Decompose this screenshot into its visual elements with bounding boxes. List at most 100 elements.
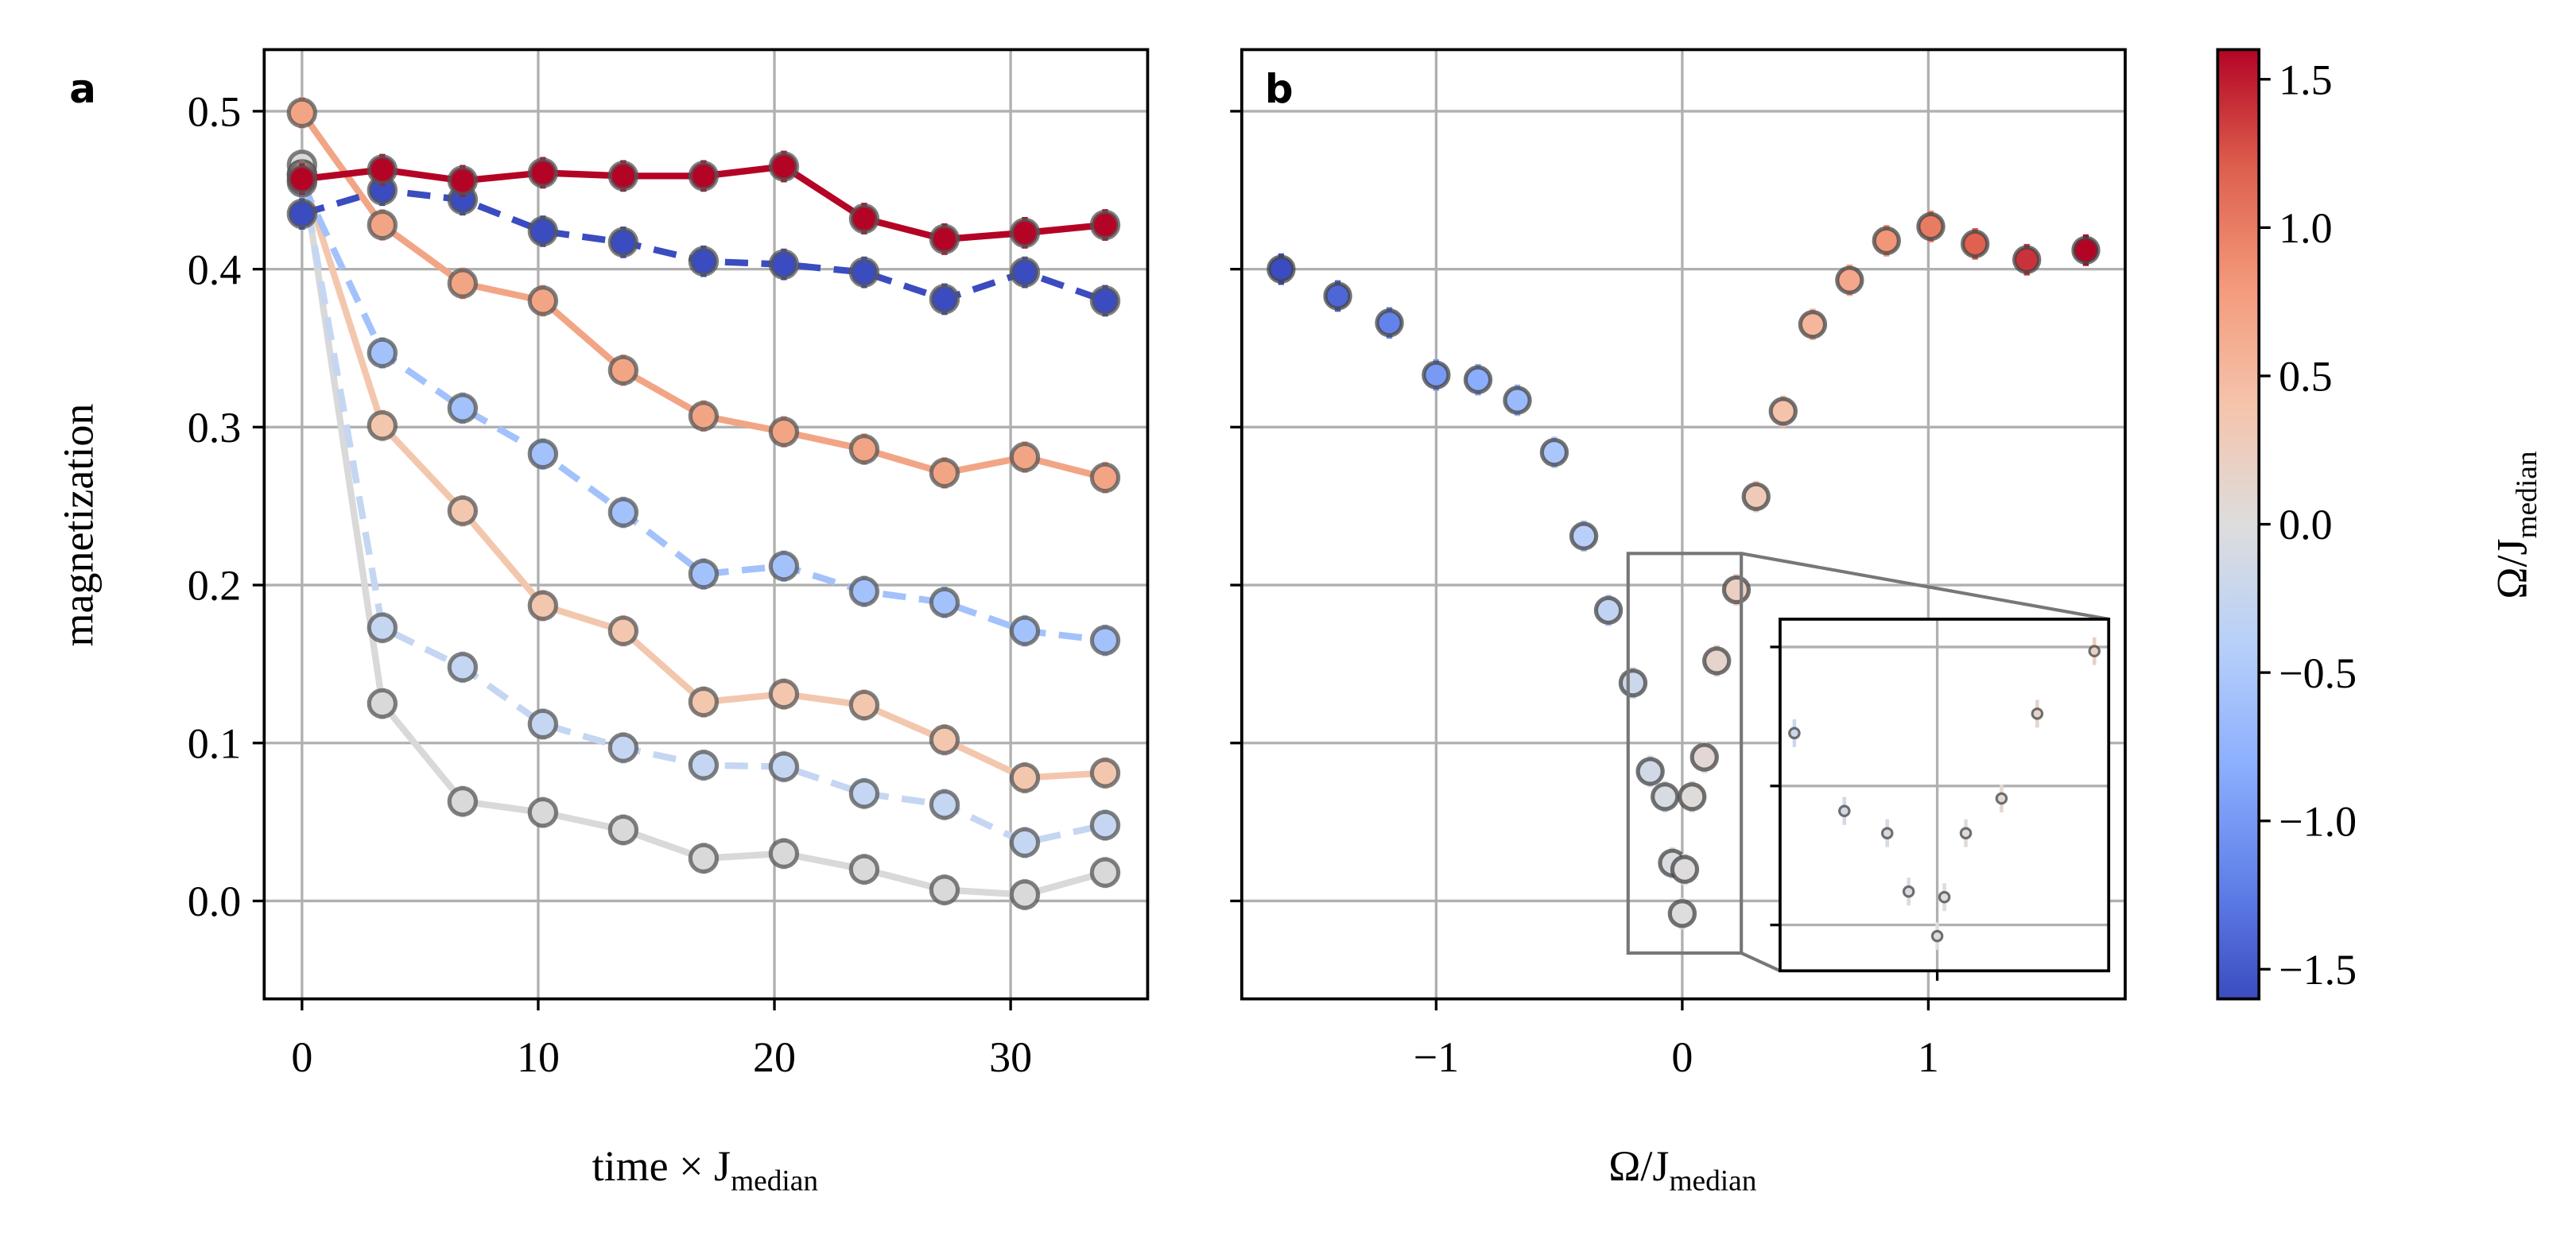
zoom-connector — [1740, 552, 2109, 622]
axes-frame — [262, 48, 1150, 1001]
data-point — [1539, 437, 1569, 467]
data-point — [1453, 479, 1463, 489]
data-point — [1702, 646, 1732, 676]
inset-plot-area — [768, 339, 2535, 951]
data-point — [848, 689, 880, 721]
data-point — [768, 151, 800, 182]
data-point — [1690, 742, 1719, 772]
data-point — [1009, 879, 1041, 910]
data-point — [1089, 857, 1121, 888]
data-point — [527, 796, 559, 828]
y-tick-label: 0.5 — [188, 88, 242, 136]
data-point — [1961, 229, 1990, 259]
data-point — [1837, 804, 1851, 818]
data-point — [1089, 625, 1121, 656]
data-point — [1267, 254, 1296, 284]
x-axis-label-main: time × J — [592, 1142, 731, 1190]
data-point — [1667, 899, 1697, 928]
data-point — [768, 751, 800, 782]
data-point — [447, 495, 479, 526]
data-point — [527, 708, 559, 740]
data-point — [2147, 564, 2156, 574]
data-point — [688, 686, 720, 718]
colorbar-tick-label: −1.5 — [2279, 946, 2357, 994]
data-point — [2088, 645, 2101, 657]
colorbar-label-main: Ω/J — [2489, 539, 2536, 599]
data-point — [1009, 217, 1041, 249]
data-point — [2012, 245, 2042, 274]
data-point — [527, 438, 559, 470]
data-point — [527, 157, 559, 188]
data-point — [447, 165, 479, 196]
data-point — [848, 433, 880, 465]
data-point — [768, 364, 778, 374]
x-axis-label-sub: median — [731, 1165, 818, 1198]
data-point — [1670, 854, 1700, 884]
data-point — [1835, 265, 1864, 295]
data-point — [1721, 575, 1752, 605]
data-point — [1009, 257, 1041, 288]
data-point — [2071, 235, 2101, 265]
data-point — [527, 215, 559, 247]
data-point — [286, 164, 318, 195]
data-point — [527, 590, 559, 622]
data-point — [929, 223, 960, 255]
data-point — [929, 587, 960, 618]
colorbar-tick-label: 0.5 — [2279, 353, 2333, 401]
data-point — [688, 843, 720, 874]
data-point — [367, 612, 398, 643]
colorbar-tick-label: −1.0 — [2279, 797, 2357, 845]
data-point — [2031, 707, 2044, 720]
colorbar-tick-label: −0.5 — [2279, 649, 2357, 697]
colorbar — [2216, 48, 2261, 1001]
data-point — [607, 227, 639, 258]
data-point — [1938, 890, 1951, 904]
colorbar-label-sub: median — [2511, 451, 2543, 538]
colorbar-tick-label: 1.0 — [2279, 204, 2333, 252]
data-point — [768, 550, 800, 582]
data-point — [929, 724, 960, 755]
x-tick-label: 30 — [989, 1033, 1032, 1081]
data-point — [848, 203, 880, 234]
data-point — [929, 874, 960, 905]
x-axis-label-sub: median — [1669, 1165, 1756, 1198]
colorbar-tick-label: 1.5 — [2279, 56, 2333, 103]
data-point — [1678, 782, 1707, 812]
data-point — [447, 652, 479, 683]
data-point — [1959, 827, 1973, 840]
data-point — [1618, 668, 1648, 698]
data-point — [688, 401, 720, 432]
data-point — [367, 154, 398, 185]
data-point — [768, 678, 800, 710]
data-point — [607, 355, 639, 386]
data-point — [1009, 827, 1041, 858]
data-point — [2311, 413, 2321, 422]
data-point — [848, 257, 880, 288]
zoom-connector — [1740, 951, 1781, 973]
x-axis-label: Ω/Jmedian — [1608, 1142, 1756, 1197]
x-axis-label: time × Jmedian — [592, 1142, 819, 1197]
data-point — [1930, 929, 1944, 943]
data-point — [1089, 809, 1121, 841]
y-tick-label: 0.1 — [188, 719, 242, 767]
data-point — [688, 750, 720, 781]
data-point — [1798, 310, 1828, 339]
data-point — [447, 393, 479, 424]
x-tick-label: 0 — [1671, 1033, 1693, 1081]
axes-frame — [1779, 618, 2111, 973]
data-point — [2525, 339, 2535, 349]
data-point — [607, 161, 639, 192]
data-point — [1089, 285, 1121, 316]
inset-background — [1779, 618, 2109, 971]
data-point — [1218, 457, 1228, 467]
series-line — [299, 180, 1106, 644]
data-point — [1902, 885, 1915, 898]
data-point — [1916, 211, 1946, 242]
data-point — [848, 778, 880, 809]
data-point — [929, 789, 960, 820]
data-point — [367, 688, 398, 719]
data-point — [607, 732, 639, 763]
y-axis-label: magnetization — [54, 404, 102, 647]
x-tick-label: 0 — [291, 1033, 312, 1081]
